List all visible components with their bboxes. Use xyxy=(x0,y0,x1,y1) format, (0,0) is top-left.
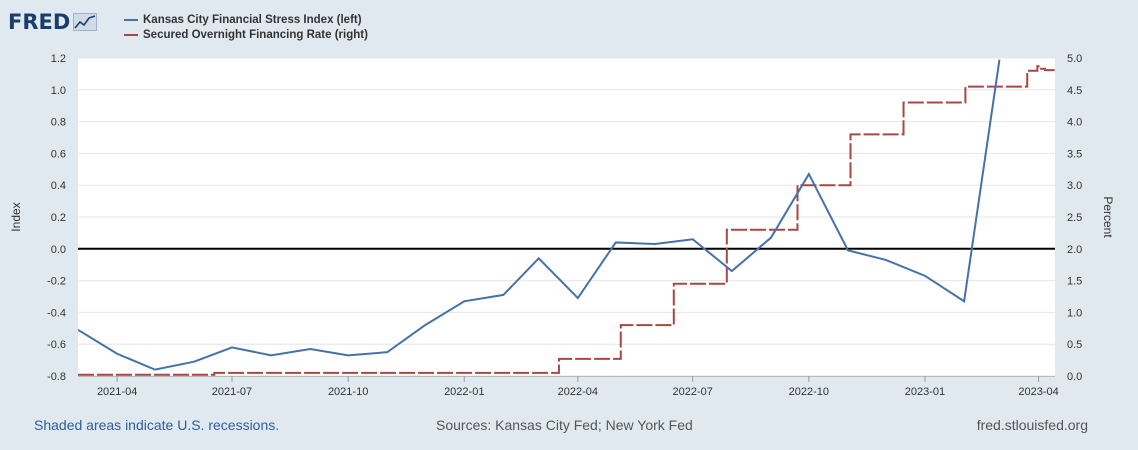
y-axis-label-left: Index xyxy=(9,202,23,231)
y-tick-label-left: 0.8 xyxy=(51,117,66,129)
x-tick-label: 2022-10 xyxy=(789,386,829,398)
legend-swatch-sofr xyxy=(124,33,138,36)
y-tick-label-right: 5.0 xyxy=(1067,53,1082,65)
y-tick-label-left: 1.0 xyxy=(51,85,66,97)
y-tick-label-right: 2.5 xyxy=(1067,212,1082,224)
logo-text: FRED xyxy=(8,10,71,34)
legend-item-sofr[interactable]: Secured Overnight Financing Rate (right) xyxy=(124,27,368,42)
y-tick-label-right: 1.5 xyxy=(1067,276,1082,288)
x-tick-label: 2022-07 xyxy=(673,386,713,398)
chart-logo-icon xyxy=(73,13,98,31)
x-tick-label: 2022-04 xyxy=(558,386,598,398)
legend-swatch-stress-index xyxy=(124,18,138,21)
y-tick-label-left: 0.0 xyxy=(51,244,66,256)
y-tick-label-right: 3.5 xyxy=(1067,148,1082,160)
legend-label-sofr: Secured Overnight Financing Rate (right) xyxy=(143,28,368,41)
y-tick-label-right: 0.0 xyxy=(1067,371,1082,383)
y-tick-label-left: -0.2 xyxy=(47,276,66,288)
stress-index-line xyxy=(78,59,1001,371)
y-tick-label-left: -0.6 xyxy=(47,339,66,351)
y-tick-label-right: 4.5 xyxy=(1067,85,1082,97)
legend-item-stress-index[interactable]: Kansas City Financial Stress Index (left… xyxy=(124,12,368,27)
legend-label-stress-index: Kansas City Financial Stress Index (left… xyxy=(143,13,362,26)
line-chart: -0.8 -0.6 -0.4 -0.2 0.0 0.2 0.4 0.6 0.8 1.0 1.2 0.0… xyxy=(9,53,1115,398)
x-tick-label: 2023-01 xyxy=(905,386,945,398)
y-tick-label-left: 0.6 xyxy=(51,148,66,160)
y-tick-label-right: 1.0 xyxy=(1067,307,1082,319)
y-tick-label-left: -0.8 xyxy=(47,371,66,383)
sources-text: Sources: Kansas City Fed; New York Fed xyxy=(436,417,693,433)
y-tick-label-right: 2.0 xyxy=(1067,244,1082,256)
x-tick-label: 2021-10 xyxy=(328,386,368,398)
y-tick-label-left: 0.2 xyxy=(51,212,66,224)
y-tick-label-left: 0.4 xyxy=(51,180,66,192)
recessions-link[interactable]: Shaded areas indicate U.S. recessions. xyxy=(34,417,280,433)
legend: Kansas City Financial Stress Index (left… xyxy=(124,12,368,42)
y-tick-label-left: -0.4 xyxy=(47,307,66,319)
x-tick-label: 2022-01 xyxy=(444,386,484,398)
x-tick-label: 2023-04 xyxy=(1018,386,1058,398)
y-tick-label-right: 0.5 xyxy=(1067,339,1082,351)
site-url[interactable]: fred.stlouisfed.org xyxy=(976,417,1088,433)
y-tick-label-left: 1.2 xyxy=(51,53,66,65)
y-axis-label-right: Percent xyxy=(1101,196,1115,238)
y-tick-label-right: 3.0 xyxy=(1067,180,1082,192)
sofr-line xyxy=(78,65,1055,376)
x-tick-label: 2021-07 xyxy=(212,386,252,398)
x-tick-label: 2021-04 xyxy=(97,386,137,398)
fred-logo[interactable]: FRED xyxy=(8,8,98,36)
y-tick-label-right: 4.0 xyxy=(1067,117,1082,129)
